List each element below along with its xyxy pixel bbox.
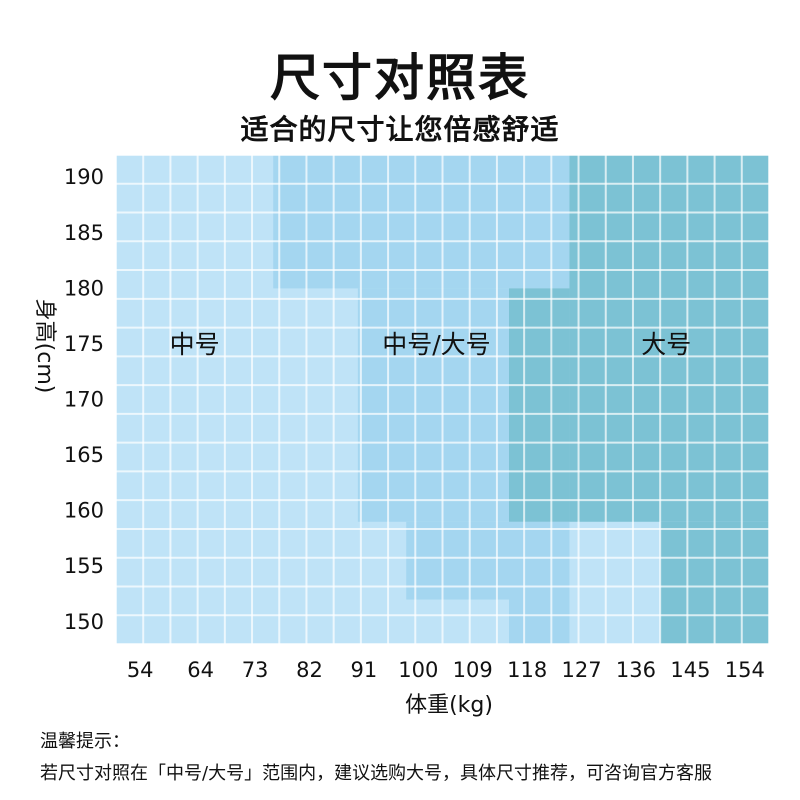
y-tick-label: 150 bbox=[64, 610, 104, 634]
y-tick-label: 180 bbox=[64, 276, 104, 300]
x-tick-label: 91 bbox=[351, 658, 378, 682]
y-axis-label: 身高(cm) bbox=[32, 299, 57, 394]
y-tick-label: 175 bbox=[64, 332, 104, 356]
size-region bbox=[406, 521, 570, 600]
y-axis-ticks: 190 185 180 175 170 165 160 155 150 bbox=[64, 165, 104, 634]
y-tick-label: 170 bbox=[64, 388, 104, 412]
region-label: 中号/大号 bbox=[382, 330, 490, 359]
size-region bbox=[273, 155, 570, 289]
region-labels: 中号 中号/大号 大号 bbox=[170, 330, 692, 359]
size-region bbox=[569, 155, 769, 522]
size-region bbox=[357, 288, 510, 522]
x-tick-label: 82 bbox=[296, 658, 323, 682]
region-label: 大号 bbox=[641, 330, 691, 359]
y-tick-label: 160 bbox=[64, 499, 104, 523]
x-tick-label: 136 bbox=[616, 658, 656, 682]
region-label: 中号 bbox=[170, 330, 220, 359]
x-tick-label: 154 bbox=[725, 658, 765, 682]
x-tick-label: 73 bbox=[242, 658, 269, 682]
y-tick-label: 185 bbox=[64, 221, 104, 245]
x-tick-label: 109 bbox=[453, 658, 493, 682]
x-tick-label: 118 bbox=[507, 658, 547, 682]
x-tick-label: 127 bbox=[562, 658, 602, 682]
size-region bbox=[509, 288, 570, 522]
notes: 温馨提示： 若尺寸对照在「中号/大号」范围内，建议选购大号，具体尺寸推荐，可咨询… bbox=[40, 726, 780, 790]
x-axis-label: 体重(kg) bbox=[405, 693, 493, 718]
grid-lines bbox=[115, 154, 770, 645]
x-tick-label: 54 bbox=[127, 658, 154, 682]
y-tick-label: 155 bbox=[64, 554, 104, 578]
x-tick-label: 100 bbox=[398, 658, 438, 682]
size-region bbox=[509, 599, 570, 644]
x-tick-label: 64 bbox=[187, 658, 214, 682]
notes-body: 若尺寸对照在「中号/大号」范围内，建议选购大号，具体尺寸推荐，可咨询官方客服 bbox=[40, 763, 713, 784]
size-region bbox=[116, 155, 274, 644]
chart-subtitle: 适合的尺寸让您倍感舒适 bbox=[240, 113, 560, 146]
y-tick-label: 190 bbox=[64, 165, 104, 189]
x-axis-ticks: 54 64 73 82 91 100 109 118 127 136 145 154 bbox=[127, 658, 765, 682]
size-region bbox=[273, 288, 358, 644]
chart-title: 尺寸对照表 bbox=[270, 49, 530, 107]
x-tick-label: 145 bbox=[670, 658, 710, 682]
notes-heading: 温馨提示： bbox=[40, 731, 130, 752]
y-tick-label: 165 bbox=[64, 443, 104, 467]
